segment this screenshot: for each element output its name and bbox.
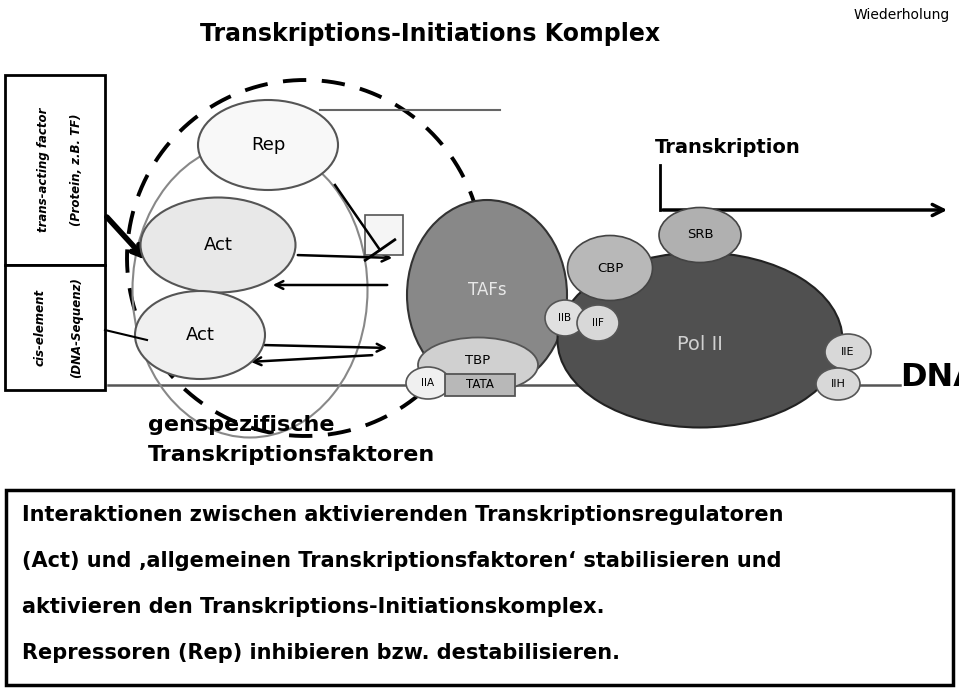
Text: (Protein, z.B. TF): (Protein, z.B. TF) [71, 114, 83, 226]
Text: Rep: Rep [251, 136, 285, 154]
Text: cis-element: cis-element [34, 289, 46, 366]
Text: Transkriptions-Initiations Komplex: Transkriptions-Initiations Komplex [199, 22, 660, 46]
Ellipse shape [825, 334, 871, 370]
Text: IIF: IIF [592, 318, 604, 328]
Ellipse shape [418, 337, 538, 392]
Ellipse shape [141, 198, 295, 292]
Ellipse shape [557, 252, 843, 428]
Text: trans-acting factor: trans-acting factor [36, 108, 50, 232]
Text: Transkription: Transkription [655, 138, 801, 157]
Ellipse shape [198, 100, 338, 190]
Text: SRB: SRB [687, 229, 713, 241]
Text: TAFs: TAFs [468, 281, 506, 299]
Text: CBP: CBP [596, 261, 623, 274]
Text: Interaktionen zwischen aktivierenden Transkriptionsregulatoren: Interaktionen zwischen aktivierenden Tra… [22, 505, 784, 525]
Ellipse shape [659, 207, 741, 263]
Text: IIB: IIB [558, 313, 572, 323]
Bar [6, 490, 953, 685]
Text: Act: Act [185, 326, 215, 344]
Text: Transkriptionsfaktoren: Transkriptionsfaktoren [148, 445, 435, 465]
Text: Repressoren (Rep) inhibieren bzw. destabilisieren.: Repressoren (Rep) inhibieren bzw. destab… [22, 643, 620, 663]
Text: DNA: DNA [900, 362, 959, 394]
Text: Pol II: Pol II [677, 335, 723, 355]
Text: (Act) und ‚allgemeinen Transkriptionsfaktoren‘ stabilisieren und: (Act) und ‚allgemeinen Transkriptionsfak… [22, 551, 782, 571]
Text: Wiederholung: Wiederholung [854, 8, 950, 22]
Ellipse shape [816, 368, 860, 400]
Ellipse shape [577, 305, 619, 341]
Text: TATA: TATA [466, 378, 494, 392]
Text: aktivieren den Transkriptions-Initiationskomplex.: aktivieren den Transkriptions-Initiation… [22, 597, 604, 617]
Ellipse shape [545, 300, 585, 336]
Ellipse shape [406, 367, 450, 399]
Ellipse shape [407, 200, 567, 390]
Bar [445, 374, 515, 396]
Text: TBP: TBP [465, 353, 491, 367]
Text: IIE: IIE [841, 347, 854, 357]
Text: genspezifische: genspezifische [148, 415, 335, 435]
Text: IIH: IIH [830, 379, 846, 389]
Ellipse shape [135, 291, 265, 379]
Bar [5, 75, 105, 265]
Bar [365, 215, 403, 255]
Ellipse shape [568, 236, 652, 301]
Text: IIA: IIA [421, 378, 434, 388]
Text: Act: Act [203, 236, 232, 254]
Bar [5, 265, 105, 390]
Text: (DNA-Sequenz): (DNA-Sequenz) [71, 277, 83, 378]
